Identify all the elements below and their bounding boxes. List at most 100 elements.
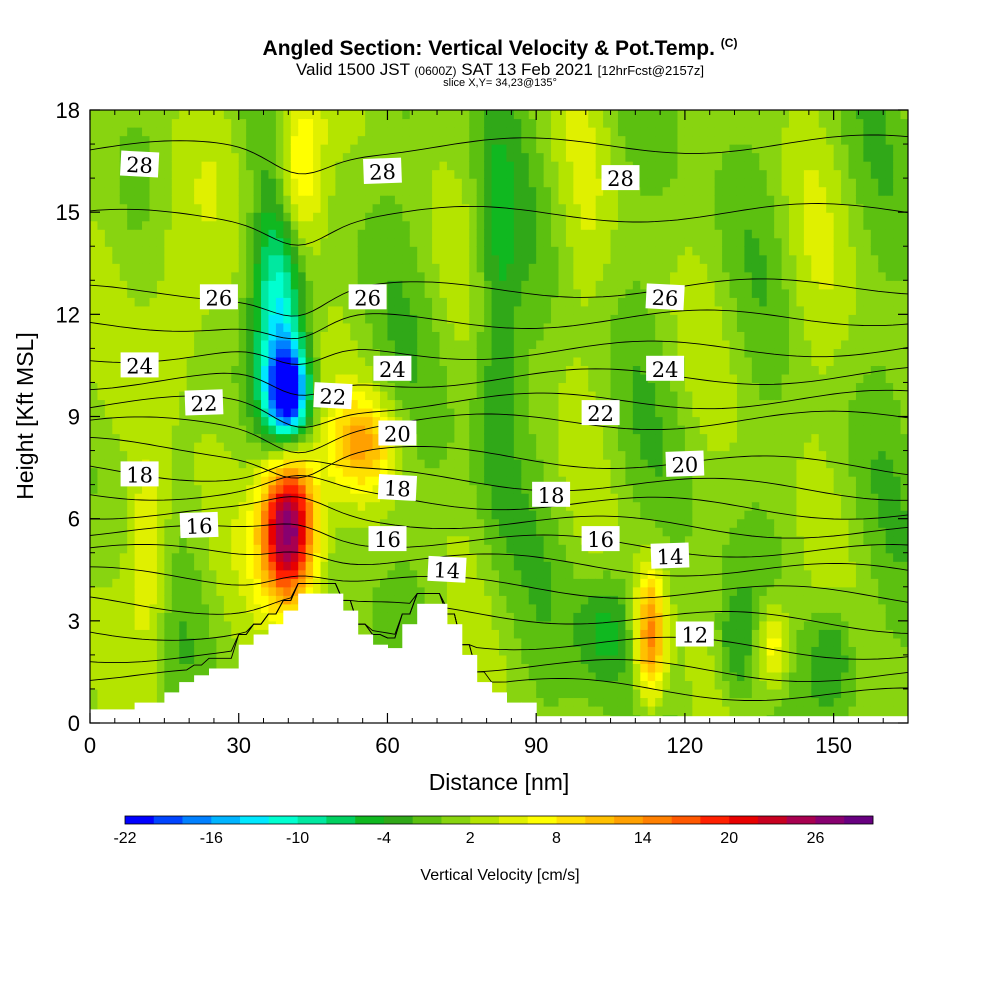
- contour-label-layer: 28 28 28 26 26 26 24 24 24 22 22 22 20 20 18 18 18 16 16 16…: [119, 150, 714, 648]
- contour-label: 14: [650, 542, 690, 570]
- contour-label: 24: [120, 352, 159, 378]
- y-tick-label: 9: [68, 405, 80, 430]
- colorbar-tick-label: -22: [113, 830, 136, 847]
- contour-label-text: 28: [126, 153, 154, 178]
- contour-line-20: [90, 436, 908, 479]
- colorbar-swatch: [614, 816, 644, 824]
- contour-label: 24: [373, 355, 412, 382]
- chart-title: Angled Section: Vertical Velocity & Pot.…: [262, 36, 738, 60]
- terrain-step: [506, 702, 522, 723]
- y-axis-label: Height [Kft MSL]: [12, 332, 38, 499]
- colorbar-swatch: [326, 816, 356, 824]
- colorbar-swatch: [355, 816, 385, 824]
- terrain-step: [357, 634, 374, 723]
- terrain-step: [179, 682, 195, 723]
- contour-label-text: 24: [126, 354, 153, 378]
- terrain-step: [417, 603, 448, 723]
- contour-line-19: [90, 460, 908, 501]
- terrain-step: [223, 668, 240, 723]
- contour-line-18: [90, 475, 908, 520]
- contour-label: 26: [348, 284, 387, 310]
- contour-label-text: 16: [587, 528, 614, 552]
- colorbar: -22 -16 -10 -4 2 8 14 20 26: [113, 815, 874, 847]
- colorbar-swatch: [786, 816, 816, 824]
- colorbar-swatch: [182, 816, 212, 824]
- colorbar-swatch: [383, 816, 413, 824]
- colorbar-swatch: [815, 816, 845, 824]
- contour-line-15: [90, 543, 908, 577]
- x-tick-label: 0: [84, 733, 96, 758]
- terrain-mask: [90, 593, 909, 723]
- terrain-step: [134, 702, 165, 723]
- x-tick-label: 120: [667, 733, 704, 758]
- colorbar-tick-label: 2: [466, 830, 475, 847]
- colorbar-swatch: [412, 816, 442, 824]
- contour-label: 20: [378, 420, 417, 447]
- colorbar-swatch: [700, 816, 730, 824]
- colorbar-frame: [124, 815, 874, 825]
- contour-label-text: 24: [652, 358, 679, 382]
- colorbar-label: Vertical Velocity [cm/s]: [420, 867, 579, 884]
- contour-label: 14: [427, 555, 467, 583]
- x-tick-label: 150: [815, 733, 852, 758]
- contour-label-text: 22: [190, 391, 218, 416]
- potential-temperature-contours: [90, 134, 908, 701]
- contour-line-21: [90, 410, 908, 454]
- contour-label-text: 26: [651, 286, 679, 311]
- contour-label-text: 20: [384, 423, 411, 447]
- terrain-step: [476, 682, 493, 723]
- colorbar-tick-label: 26: [807, 830, 825, 847]
- colorbar-swatch: [642, 816, 672, 824]
- colorbar-swatch: [153, 816, 183, 824]
- contour-label-text: 24: [379, 358, 406, 382]
- contour-line-27: [90, 203, 908, 246]
- terrain-step: [372, 644, 388, 723]
- y-tick-label: 12: [56, 302, 80, 327]
- contour-line-25: [90, 309, 908, 340]
- contour-label: 24: [646, 355, 685, 382]
- colorbar-swatch: [757, 816, 787, 824]
- terrain-step: [238, 644, 255, 723]
- colorbar-swatch: [268, 816, 298, 824]
- x-tick-label: 30: [226, 733, 250, 758]
- contour-label: 26: [645, 283, 685, 311]
- terrain-step: [298, 593, 314, 723]
- contour-label: 20: [665, 450, 705, 478]
- terrain-step: [446, 624, 463, 723]
- contour-label: 16: [368, 526, 407, 552]
- contour-label-text: 14: [433, 558, 461, 583]
- colorbar-swatch: [211, 816, 241, 824]
- terrain-step: [164, 692, 180, 723]
- contour-line-12: [90, 582, 908, 660]
- contour-label: 16: [581, 526, 620, 552]
- contour-label-text: 26: [354, 286, 381, 310]
- contour-line-22: [90, 389, 908, 428]
- contour-label: 28: [119, 150, 160, 178]
- contour-label: 28: [363, 157, 402, 185]
- contour-label: 26: [199, 284, 238, 310]
- contour-label-text: 22: [319, 384, 347, 409]
- contour-label: 22: [581, 400, 620, 426]
- contour-label-text: 18: [383, 476, 411, 501]
- terrain-step: [536, 716, 909, 723]
- colorbar-swatch: [585, 816, 615, 824]
- colorbar-tick-label: -10: [286, 830, 309, 847]
- y-tick-label: 18: [56, 98, 80, 123]
- colorbar-tick-label: 8: [552, 830, 561, 847]
- contour-label: 18: [377, 474, 418, 502]
- contour-label-text: 18: [126, 463, 153, 487]
- terrain-step: [313, 593, 344, 723]
- colorbar-tick-label: -4: [377, 830, 391, 847]
- contour-label: 28: [601, 165, 640, 191]
- axes-layer: 0 30 60 90 120 150 0 3 6 9 12 15 18: [56, 98, 908, 758]
- terrain-step: [491, 692, 507, 723]
- colorbar-swatch: [499, 816, 529, 824]
- slice-info: slice X,Y= 34,23@135°: [443, 77, 557, 89]
- colorbar-swatch: [297, 816, 327, 824]
- contour-label: 16: [179, 511, 219, 539]
- terrain-step: [283, 610, 299, 723]
- colorbar-swatch: [470, 816, 500, 824]
- terrain-step: [387, 648, 403, 723]
- contour-label: 22: [184, 389, 224, 416]
